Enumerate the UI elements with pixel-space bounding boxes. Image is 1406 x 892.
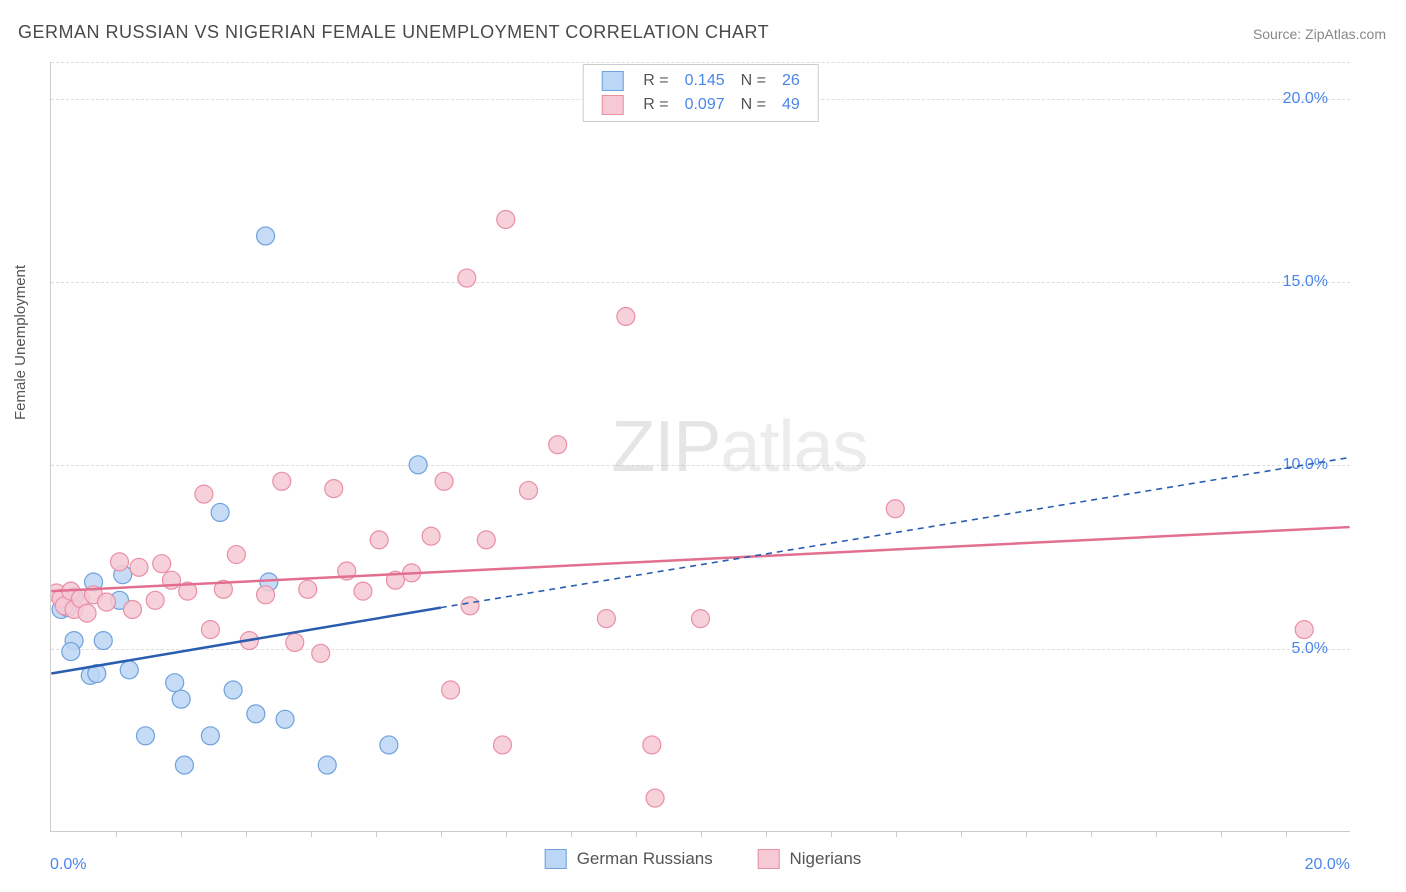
swatch-nigerians-icon — [757, 849, 779, 869]
x-tick — [311, 831, 312, 837]
data-point-nigerians — [646, 789, 664, 807]
x-tick — [1156, 831, 1157, 837]
data-point-nigerians — [273, 472, 291, 490]
x-tick — [701, 831, 702, 837]
data-point-nigerians — [325, 480, 343, 498]
data-point-german_russians — [172, 690, 190, 708]
data-point-nigerians — [227, 546, 245, 564]
data-point-german_russians — [409, 456, 427, 474]
data-point-nigerians — [111, 553, 129, 571]
data-point-nigerians — [195, 485, 213, 503]
data-point-german_russians — [94, 632, 112, 650]
legend-row-german-russians: R = 0.145 N = 26 — [593, 69, 808, 93]
r-label: R = — [635, 93, 676, 117]
data-point-nigerians — [124, 600, 142, 618]
data-point-nigerians — [497, 210, 515, 228]
correlation-legend: R = 0.145 N = 26 R = 0.097 N = 49 — [582, 64, 819, 122]
data-point-german_russians — [166, 674, 184, 692]
data-point-german_russians — [120, 661, 138, 679]
x-tick — [896, 831, 897, 837]
legend-item-nigerians: Nigerians — [757, 849, 861, 869]
x-tick — [441, 831, 442, 837]
swatch-german-russians-icon — [545, 849, 567, 869]
x-tick — [571, 831, 572, 837]
data-point-nigerians — [886, 500, 904, 518]
data-point-nigerians — [458, 269, 476, 287]
data-point-nigerians — [370, 531, 388, 549]
data-point-nigerians — [354, 582, 372, 600]
data-point-nigerians — [78, 604, 96, 622]
data-point-nigerians — [692, 610, 710, 628]
data-point-nigerians — [130, 558, 148, 576]
n-value-nigerians: 49 — [774, 93, 808, 117]
legend-row-nigerians: R = 0.097 N = 49 — [593, 93, 808, 117]
data-point-nigerians — [442, 681, 460, 699]
data-point-nigerians — [617, 308, 635, 326]
r-label: R = — [635, 69, 676, 93]
data-point-german_russians — [62, 643, 80, 661]
plot-area: R = 0.145 N = 26 R = 0.097 N = 49 ZIPatl… — [50, 62, 1350, 832]
data-point-german_russians — [247, 705, 265, 723]
data-point-german_russians — [175, 756, 193, 774]
y-axis-label: Female Unemployment — [12, 265, 29, 420]
trend-line — [51, 527, 1349, 591]
x-axis-max-label: 20.0% — [1305, 856, 1350, 874]
x-axis-min-label: 0.0% — [50, 856, 86, 874]
data-point-german_russians — [276, 710, 294, 728]
r-value-nigerians: 0.097 — [677, 93, 733, 117]
data-point-nigerians — [201, 621, 219, 639]
chart-svg — [51, 62, 1350, 831]
data-point-nigerians — [257, 586, 275, 604]
legend-item-german-russians: German Russians — [545, 849, 713, 869]
data-point-nigerians — [286, 633, 304, 651]
n-label: N = — [733, 69, 774, 93]
data-point-german_russians — [211, 503, 229, 521]
data-point-nigerians — [1295, 621, 1313, 639]
data-point-nigerians — [549, 436, 567, 454]
data-point-nigerians — [494, 736, 512, 754]
x-tick — [636, 831, 637, 837]
data-point-nigerians — [299, 580, 317, 598]
x-tick — [246, 831, 247, 837]
data-point-nigerians — [643, 736, 661, 754]
series-legend: German Russians Nigerians — [525, 849, 882, 874]
data-point-nigerians — [153, 555, 171, 573]
legend-label-german-russians: German Russians — [577, 849, 713, 869]
data-point-german_russians — [224, 681, 242, 699]
x-tick — [376, 831, 377, 837]
chart-title: GERMAN RUSSIAN VS NIGERIAN FEMALE UNEMPL… — [18, 22, 769, 43]
n-label: N = — [733, 93, 774, 117]
data-point-german_russians — [201, 727, 219, 745]
x-tick — [1091, 831, 1092, 837]
data-point-nigerians — [435, 472, 453, 490]
data-point-nigerians — [422, 527, 440, 545]
data-point-nigerians — [477, 531, 495, 549]
x-tick — [1286, 831, 1287, 837]
source-attribution: Source: ZipAtlas.com — [1253, 26, 1386, 42]
r-value-german-russians: 0.145 — [677, 69, 733, 93]
data-point-nigerians — [461, 597, 479, 615]
data-point-nigerians — [597, 610, 615, 628]
swatch-nigerians-icon — [601, 95, 623, 115]
legend-label-nigerians: Nigerians — [789, 849, 861, 869]
data-point-german_russians — [257, 227, 275, 245]
x-tick — [1026, 831, 1027, 837]
x-tick — [506, 831, 507, 837]
data-point-german_russians — [318, 756, 336, 774]
x-tick — [1221, 831, 1222, 837]
n-value-german-russians: 26 — [774, 69, 808, 93]
data-point-nigerians — [312, 644, 330, 662]
x-tick — [116, 831, 117, 837]
x-tick — [961, 831, 962, 837]
data-point-nigerians — [146, 591, 164, 609]
data-point-nigerians — [519, 481, 537, 499]
x-tick — [766, 831, 767, 837]
data-point-german_russians — [380, 736, 398, 754]
data-point-nigerians — [98, 593, 116, 611]
x-tick — [831, 831, 832, 837]
swatch-german-russians-icon — [601, 71, 623, 91]
x-tick — [181, 831, 182, 837]
data-point-german_russians — [136, 727, 154, 745]
